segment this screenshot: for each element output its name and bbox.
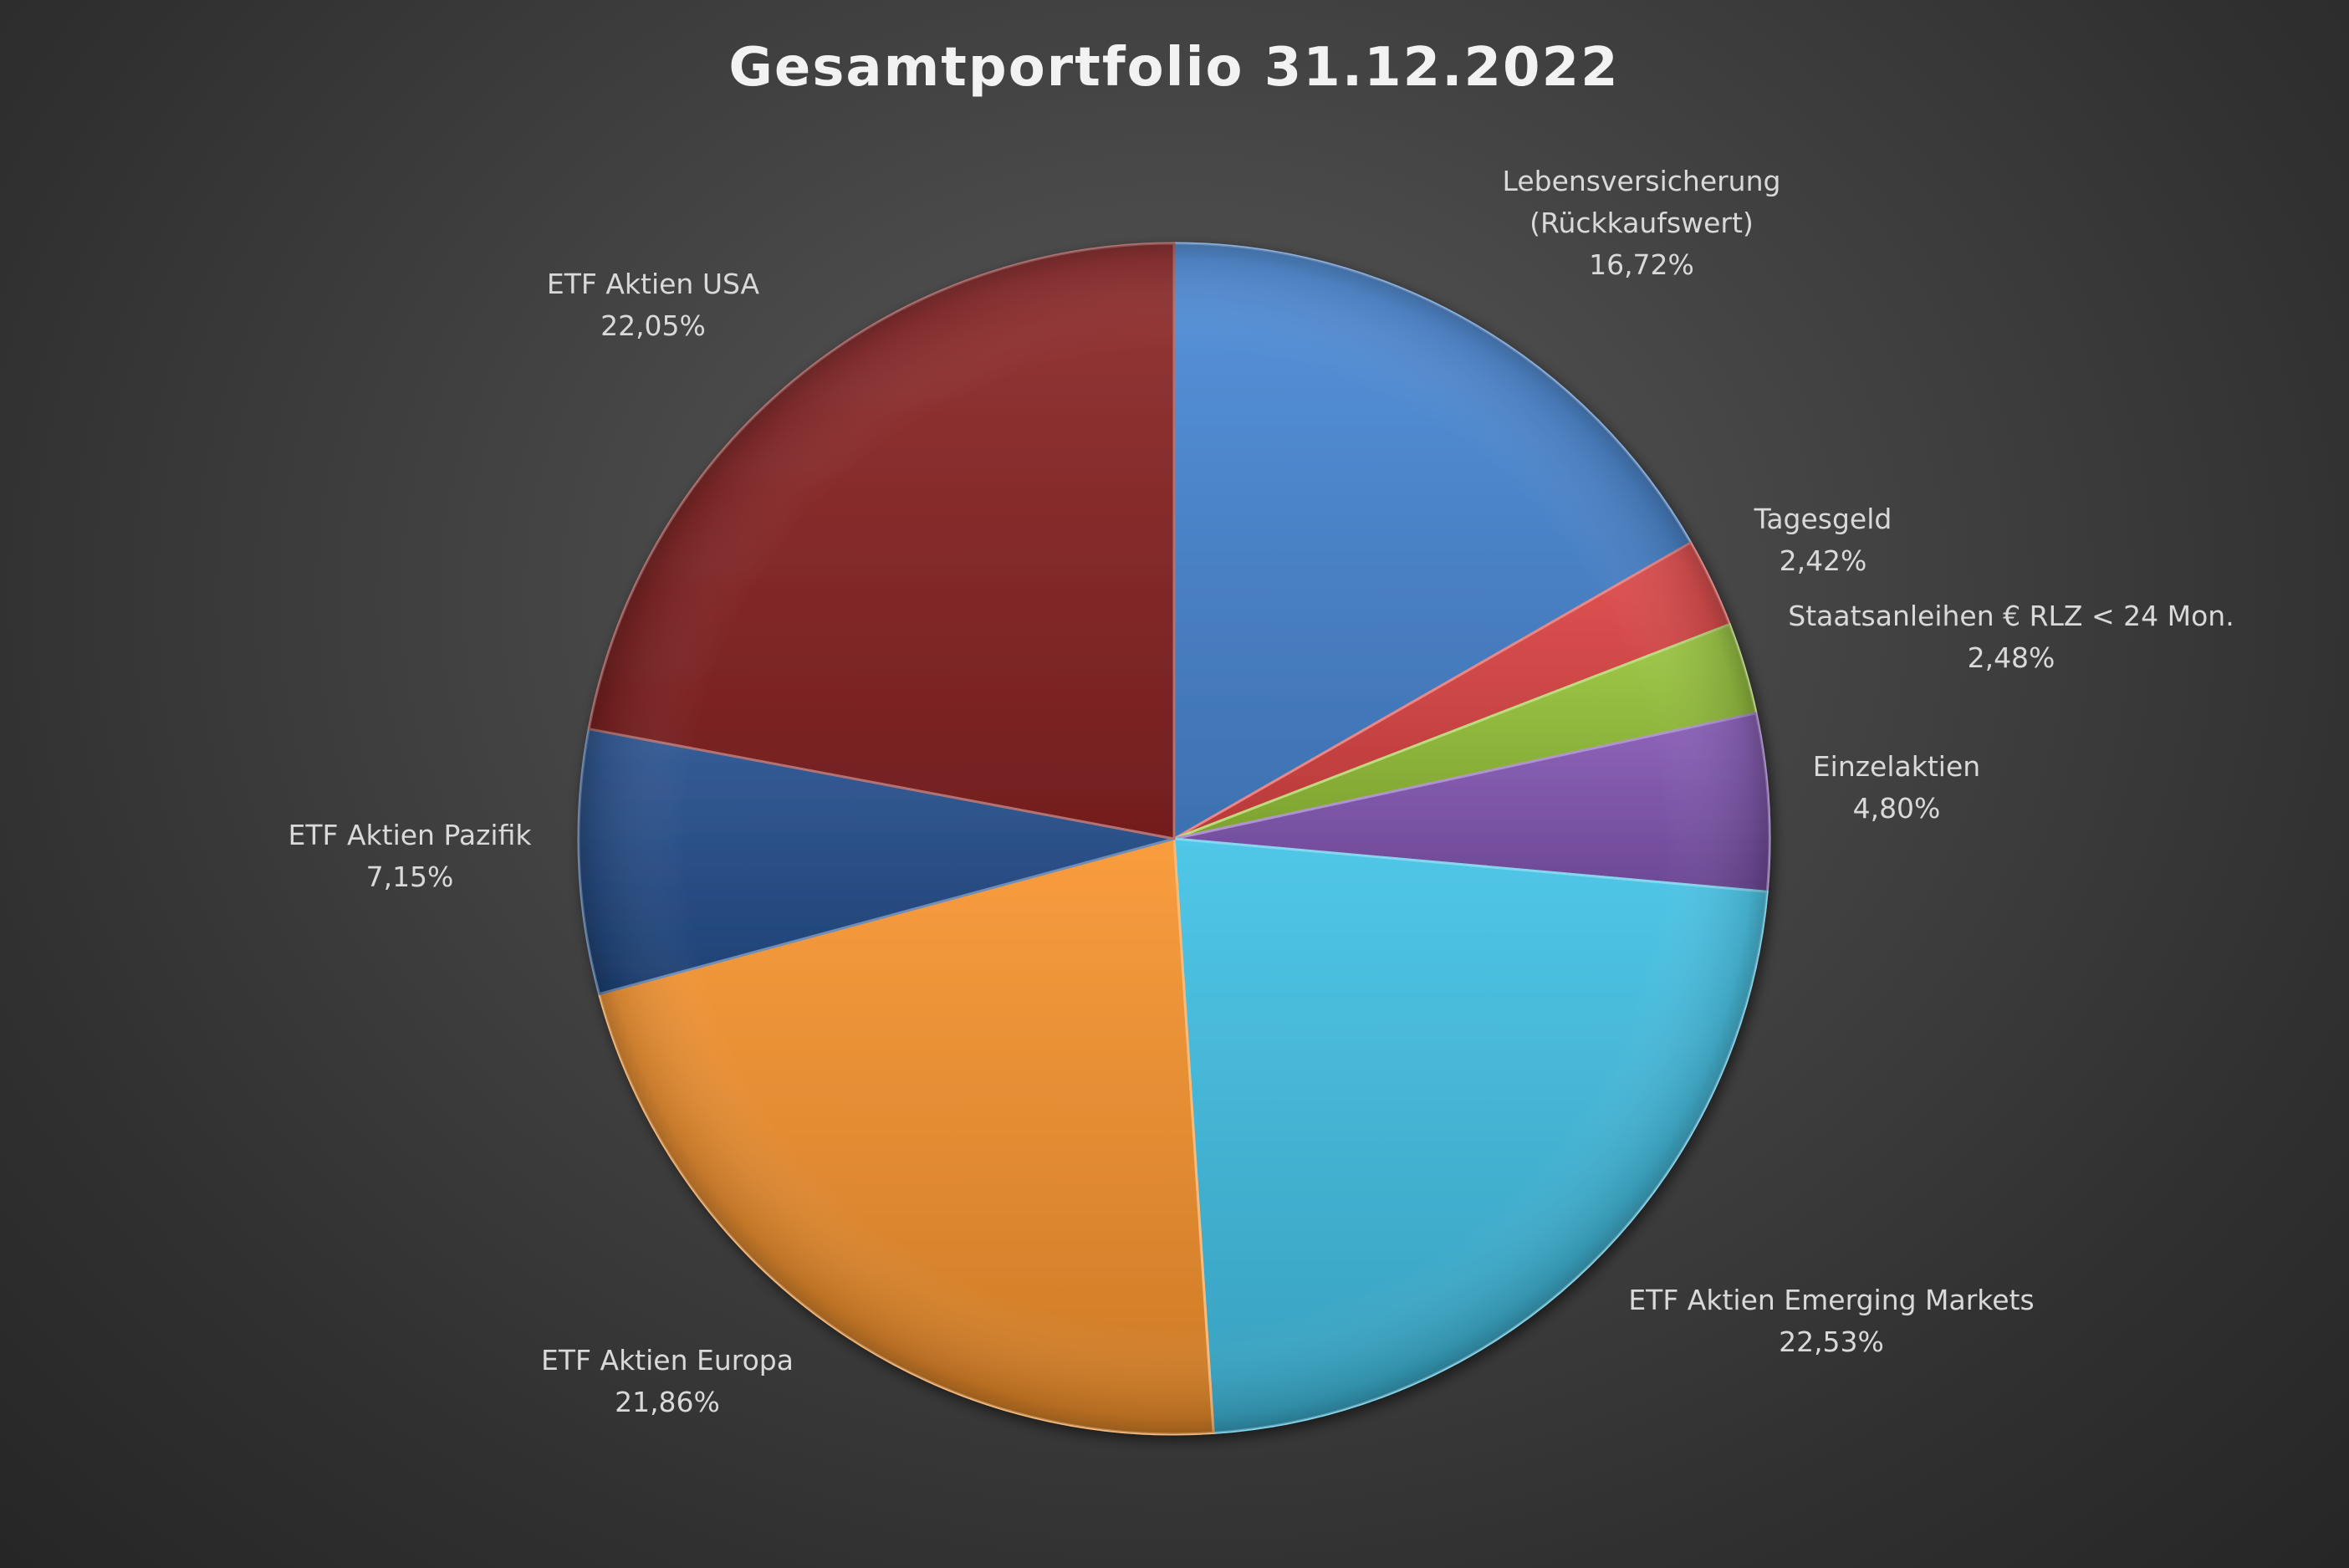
data-label-value: 22,05%: [600, 309, 706, 342]
data-label-value: 16,72%: [1589, 248, 1694, 281]
data-label-value: 22,53%: [1779, 1325, 1884, 1358]
pie-slices: [577, 242, 1771, 1436]
data-label-0: Lebensversicherung (Rückkaufswert) 16,72%: [1503, 165, 1781, 281]
data-label-value: 2,42%: [1780, 544, 1867, 577]
data-label-name: ETF Aktien Europa: [541, 1344, 794, 1376]
data-label-5: ETF Aktien Europa 21,86%: [541, 1344, 794, 1418]
data-label-name: (Rückkaufswert): [1529, 207, 1754, 239]
chart-title: Gesamtportfolio 31.12.2022: [728, 37, 1619, 99]
data-label-7: ETF Aktien USA 22,05%: [547, 268, 760, 342]
data-label-6: ETF Aktien Pazifik 7,15%: [288, 819, 532, 893]
data-label-value: 21,86%: [615, 1386, 720, 1418]
data-label-name: Lebensversicherung: [1503, 165, 1781, 197]
data-label-name: ETF Aktien Pazifik: [288, 819, 532, 851]
data-label-name: ETF Aktien USA: [547, 268, 760, 300]
data-label-name: ETF Aktien Emerging Markets: [1628, 1284, 2034, 1316]
data-label-4: ETF Aktien Emerging Markets 22,53%: [1628, 1284, 2034, 1358]
data-label-2: Staatsanleihen € RLZ < 24 Mon. 2,48%: [1788, 600, 2234, 674]
data-label-name: Tagesgeld: [1754, 503, 1892, 535]
data-label-value: 2,48%: [1968, 641, 2055, 674]
data-label-name: Staatsanleihen € RLZ < 24 Mon.: [1788, 600, 2234, 632]
data-label-value: 7,15%: [366, 861, 454, 893]
pie-slice-4: [1172, 837, 1769, 1434]
data-label-1: Tagesgeld 2,42%: [1754, 503, 1892, 577]
data-labels: Lebensversicherung (Rückkaufswert) 16,72% T…: [288, 165, 2234, 1418]
data-label-name: Einzelaktien: [1813, 750, 1980, 783]
data-label-3: Einzelaktien 4,80%: [1813, 750, 1980, 825]
data-label-value: 4,80%: [1853, 792, 1941, 825]
